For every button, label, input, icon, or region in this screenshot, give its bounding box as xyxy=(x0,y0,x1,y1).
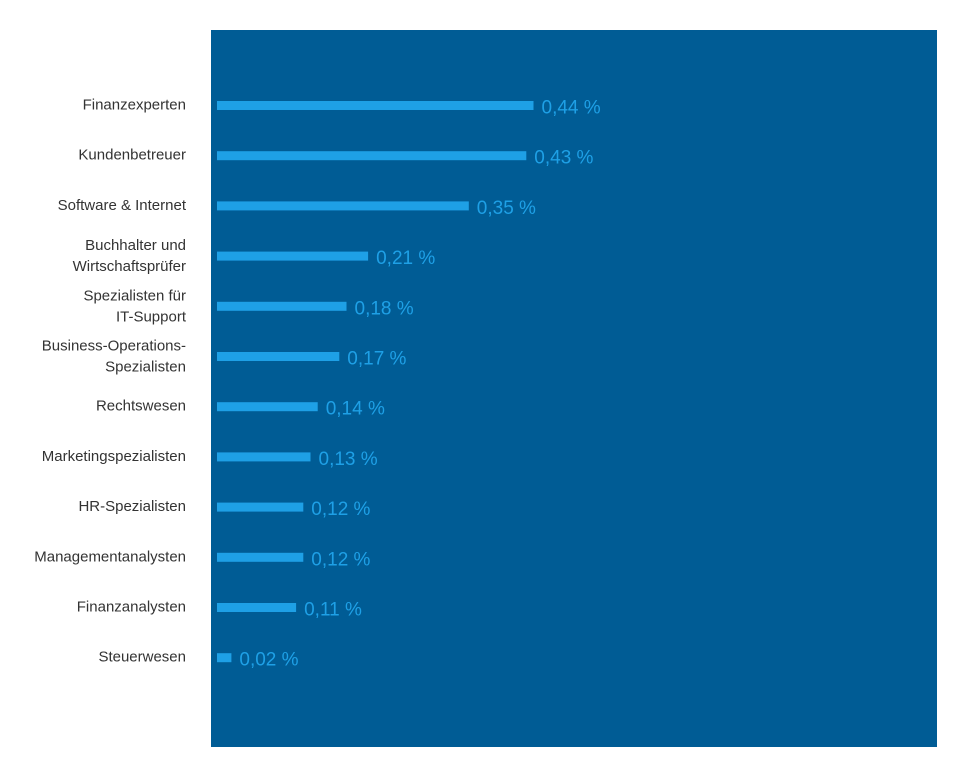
category-label-line: Finanzanalysten xyxy=(77,599,186,616)
category-label-line: HR-Spezialisten xyxy=(78,498,186,515)
value-label: 0,02 % xyxy=(239,650,298,671)
category-label-line: Business-Operations- xyxy=(42,338,186,355)
category-label: Kundenbetreuer xyxy=(78,147,186,164)
value-label: 0,12 % xyxy=(311,549,370,570)
bar xyxy=(217,502,304,512)
category-label: Finanzanalysten xyxy=(77,599,186,616)
value-label: 0,21 % xyxy=(376,248,435,269)
category-label: HR-Spezialisten xyxy=(78,498,186,515)
category-label-line: Managementanalysten xyxy=(34,548,186,565)
value-label: 0,12 % xyxy=(311,499,370,520)
category-label: Buchhalter und Wirtschaftsprüfer xyxy=(73,237,186,275)
category-label-line: Software & Internet xyxy=(58,197,187,214)
value-label: 0,43 % xyxy=(534,148,593,169)
category-label-line: IT-Support xyxy=(116,308,187,325)
category-label: Rechtswesen xyxy=(96,398,186,415)
bar xyxy=(217,101,534,110)
category-label: Steuerwesen xyxy=(98,649,186,666)
category-label-line: Spezialisten xyxy=(105,359,186,376)
bar xyxy=(217,452,311,462)
value-label: 0,13 % xyxy=(319,449,378,470)
value-label: 0,17 % xyxy=(347,349,406,370)
category-label-line: Marketingspezialisten xyxy=(42,448,186,465)
category-label-line: Kundenbetreuer xyxy=(78,147,186,164)
value-label: 0,44 % xyxy=(542,98,601,119)
category-label-line: Buchhalter und xyxy=(85,237,186,254)
bar xyxy=(217,301,347,311)
category-label: Finanzexperten xyxy=(83,97,186,114)
value-label: 0,11 % xyxy=(304,600,362,621)
bar xyxy=(217,402,318,412)
value-label: 0,35 % xyxy=(477,198,536,219)
value-label: 0,14 % xyxy=(326,399,385,420)
bar xyxy=(217,251,369,261)
category-label-line: Finanzexperten xyxy=(83,97,186,114)
value-label: 0,18 % xyxy=(355,298,414,319)
category-label: Business-Operations- Spezialisten xyxy=(42,338,186,376)
value-labels-group: 0,44 % 0,43 % 0,35 % 0,21 % 0,18 % 0,17 % 0,14… xyxy=(239,98,600,671)
category-label: Spezialisten für IT-Support xyxy=(83,287,186,325)
category-label-line: Spezialisten für xyxy=(83,287,186,304)
category-label: Software & Internet xyxy=(58,197,187,214)
category-label: Managementanalysten xyxy=(34,548,186,565)
category-labels-group: Finanzexperten Kundenbetreuer Software & I… xyxy=(34,97,187,666)
bar xyxy=(217,552,304,562)
category-label-line: Rechtswesen xyxy=(96,398,186,415)
bars-group xyxy=(217,101,534,663)
category-label: Marketingspezialisten xyxy=(42,448,186,465)
bar xyxy=(217,151,527,161)
bar xyxy=(217,201,469,211)
bar xyxy=(217,352,340,361)
category-label-line: Wirtschaftsprüfer xyxy=(73,258,186,275)
bar xyxy=(217,653,232,663)
chart-panel xyxy=(211,30,937,747)
category-label-line: Steuerwesen xyxy=(98,649,186,666)
bar xyxy=(217,603,297,612)
